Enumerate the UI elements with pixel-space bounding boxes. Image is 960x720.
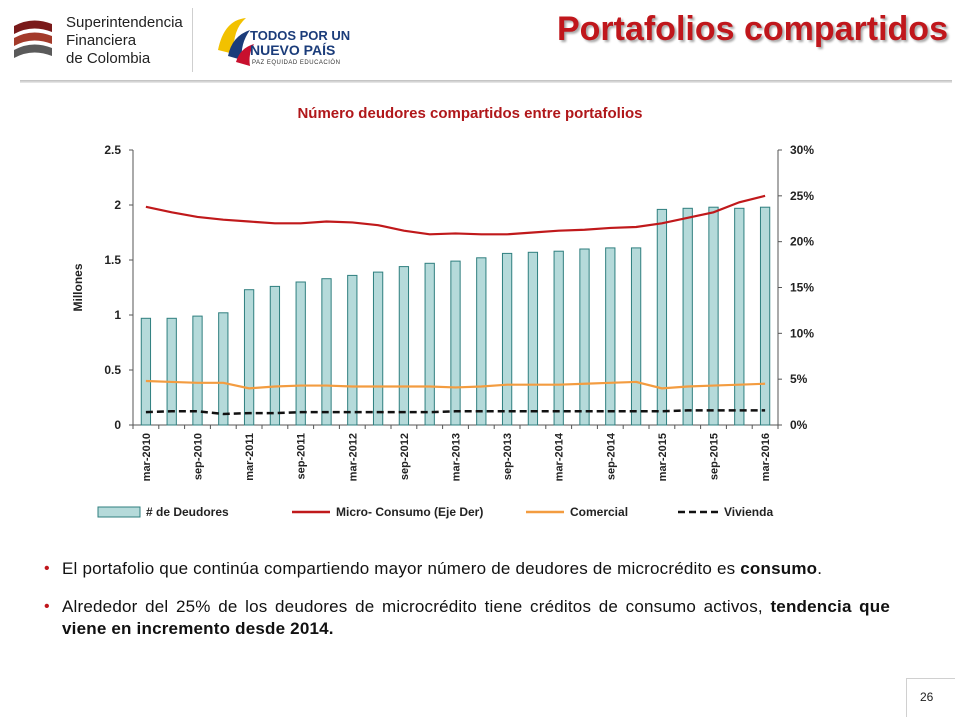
- x-tick-label: mar-2010: [141, 433, 153, 481]
- y-tick-label-right: 5%: [790, 372, 808, 386]
- org-name-line2: Financiera: [66, 32, 137, 49]
- series-line-micro: [145, 194, 766, 236]
- bar-deudores: [140, 317, 152, 426]
- bar-deudores: [243, 289, 255, 426]
- x-tick-label: sep-2015: [709, 433, 721, 480]
- y-tick-label-right: 15%: [790, 281, 814, 295]
- x-tick-label: mar-2012: [347, 433, 359, 481]
- bar-deudores: [630, 247, 642, 426]
- bar-deudores: [553, 250, 564, 426]
- x-tick-label: sep-2014: [605, 432, 617, 480]
- chart: 0 0.5 1 1.5 2 2.5 0% 5% 10% 15% 20% 25% 30% Millones m…: [71, 143, 814, 519]
- legend-label-comercial: Comercial: [570, 505, 628, 519]
- x-tick-label: mar-2015: [657, 433, 669, 481]
- bullet-text: El portafolio que continúa compartiendo …: [62, 559, 741, 578]
- gov-slogan-line3: PAZ EQUIDAD EDUCACIÓN: [252, 60, 341, 66]
- bullet-dot-icon: •: [44, 560, 50, 577]
- legend-label-micro: Micro- Consumo (Eje Der): [336, 505, 483, 519]
- x-tick-label: sep-2010: [193, 433, 205, 480]
- x-tick-label: mar-2016: [760, 433, 772, 481]
- org-name-line3: de Colombia: [66, 50, 151, 67]
- bar-deudores: [398, 266, 410, 426]
- y-tick-label-right: 10%: [790, 326, 814, 340]
- legend-label-deudores: # de Deudores: [146, 505, 229, 519]
- bullet-end: .: [817, 559, 823, 578]
- series-line-vivienda: [145, 409, 766, 416]
- bar-deudores: [605, 247, 616, 426]
- y-axis-label: Millones: [71, 263, 85, 311]
- chart-title: Número deudores compartidos entre portaf…: [297, 105, 643, 122]
- y-tick-label-left: 2: [114, 198, 121, 212]
- org-name: Superintendencia Financiera de Colombia: [66, 14, 183, 68]
- bullet-item: • Alrededor del 25% de los deudores de m…: [44, 596, 890, 640]
- bar-deudores: [708, 206, 719, 426]
- bar-deudores: [734, 207, 745, 426]
- bar-deudores: [372, 271, 384, 426]
- series-line-comercial: [145, 379, 766, 390]
- bar-deudores: [192, 315, 203, 426]
- bullet-text: Alrededor del 25% de los deudores de mic…: [62, 597, 771, 616]
- y-tick-label-right: 25%: [790, 189, 814, 203]
- y-tick-label-right: 0%: [790, 418, 808, 432]
- page-number: 26: [920, 690, 934, 704]
- x-tick-label: mar-2011: [244, 433, 256, 481]
- bullet-bold-text: consumo: [740, 559, 818, 578]
- page-number-box: [906, 678, 955, 717]
- bar-deudores: [424, 262, 435, 426]
- gov-slogan-line2: NUEVO PAÍS: [250, 42, 336, 58]
- bar-deudores: [269, 285, 281, 426]
- y-tick-label-left: 1.5: [104, 253, 121, 267]
- bar-deudores: [656, 208, 668, 426]
- bullet-bold-text: tendencia que viene en incremento desde …: [62, 597, 891, 638]
- x-tick-label: sep-2011: [296, 433, 308, 479]
- bar-deudores: [321, 278, 332, 426]
- legend-label-vivienda: Vivienda: [724, 505, 773, 519]
- y-tick-label-right: 30%: [790, 143, 814, 157]
- gov-logo-icon: [218, 18, 254, 66]
- bar-deudores: [682, 207, 693, 426]
- org-name-line1: Superintendencia: [66, 14, 183, 31]
- y-tick-label-left: 0: [114, 418, 121, 432]
- x-tick-label: mar-2014: [554, 432, 566, 481]
- bar-deudores: [579, 248, 590, 426]
- bar-deudores: [527, 251, 539, 426]
- y-tick-label-left: 1: [114, 308, 121, 322]
- header-divider: [192, 8, 193, 72]
- gov-slogan-line1: TODOS POR UN: [250, 28, 351, 43]
- header: Superintendencia Financiera de Colombia …: [0, 0, 960, 90]
- y-tick-label-left: 0.5: [104, 363, 121, 377]
- bar-deudores: [347, 274, 358, 426]
- bar-deudores: [476, 257, 487, 426]
- bar-deudores: [450, 260, 461, 426]
- x-tick-label: sep-2013: [502, 433, 514, 480]
- superintendencia-logo-icon: [8, 16, 56, 64]
- bar-deudores: [759, 206, 771, 426]
- x-tick-label: sep-2012: [399, 433, 411, 480]
- y-tick-label-left: 2.5: [104, 143, 121, 157]
- bar-deudores: [501, 252, 513, 426]
- bullet-list: • El portafolio que continúa compartiend…: [44, 558, 890, 656]
- header-rule: [20, 80, 952, 83]
- bullet-dot-icon: •: [44, 598, 50, 615]
- bullet-item: • El portafolio que continúa compartiend…: [44, 558, 890, 580]
- bar-deudores: [218, 312, 229, 426]
- y-tick-label-right: 20%: [790, 235, 814, 249]
- page-title: Portafolios compartidos: [556, 10, 948, 48]
- x-tick-label: mar-2013: [451, 433, 463, 481]
- legend-swatch-deudores: [97, 506, 141, 518]
- bar-deudores: [166, 317, 177, 426]
- bar-deudores: [295, 281, 306, 426]
